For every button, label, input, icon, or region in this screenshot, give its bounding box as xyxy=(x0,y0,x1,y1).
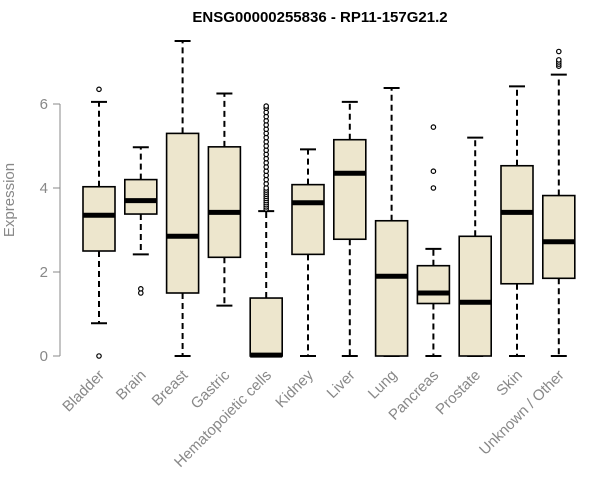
outlier-point xyxy=(555,48,562,55)
outlier-point xyxy=(430,124,437,130)
box-iqr xyxy=(416,264,451,305)
box-iqr xyxy=(332,138,367,241)
outlier-point xyxy=(96,353,102,359)
box-iqr xyxy=(291,183,325,256)
y-tick-label: 2 xyxy=(40,264,48,281)
box-iqr xyxy=(458,235,493,357)
chart-title: ENSG00000255836 - RP11-157G21.2 xyxy=(192,9,447,26)
box-group xyxy=(165,40,200,357)
box-group xyxy=(541,48,576,357)
box-iqr xyxy=(249,297,283,357)
x-tick-label: Breast xyxy=(149,366,192,409)
y-tick-label: 6 xyxy=(40,96,48,113)
x-tick-label: Prostate xyxy=(432,367,484,419)
x-tick-label: Brain xyxy=(113,367,150,404)
outlier-point xyxy=(430,185,437,191)
box-group xyxy=(416,124,451,357)
outlier-point xyxy=(96,86,102,93)
box-iqr xyxy=(541,194,576,280)
x-tick-label: Kidney xyxy=(272,366,317,411)
boxes xyxy=(82,40,576,359)
box-group xyxy=(124,146,158,296)
box-group xyxy=(500,85,534,357)
y-axis-ticks: 0 2 4 6 xyxy=(40,96,60,365)
outlier-point xyxy=(138,285,144,292)
x-tick-label: Bladder xyxy=(59,367,108,416)
outlier-point xyxy=(263,103,270,109)
box-group xyxy=(82,86,116,359)
box-group xyxy=(207,92,242,307)
box-iqr xyxy=(500,164,534,285)
box-group xyxy=(458,136,493,357)
box-iqr xyxy=(165,132,200,294)
outlier-point xyxy=(430,168,437,175)
x-tick-label: Lung xyxy=(365,367,401,403)
x-tick-label: Skin xyxy=(493,367,526,400)
y-axis-label: Expression xyxy=(1,163,18,237)
box-iqr xyxy=(124,178,158,215)
box-iqr xyxy=(374,219,409,357)
outlier-point xyxy=(555,57,562,63)
box-group xyxy=(374,87,409,357)
box-group xyxy=(291,148,325,357)
x-tick-label: Liver xyxy=(324,367,359,402)
box-iqr xyxy=(82,185,116,252)
box-iqr xyxy=(207,146,242,259)
box-group xyxy=(332,100,367,357)
y-tick-label: 0 xyxy=(40,348,48,365)
y-tick-label: 4 xyxy=(40,180,48,197)
box-group xyxy=(249,103,283,358)
